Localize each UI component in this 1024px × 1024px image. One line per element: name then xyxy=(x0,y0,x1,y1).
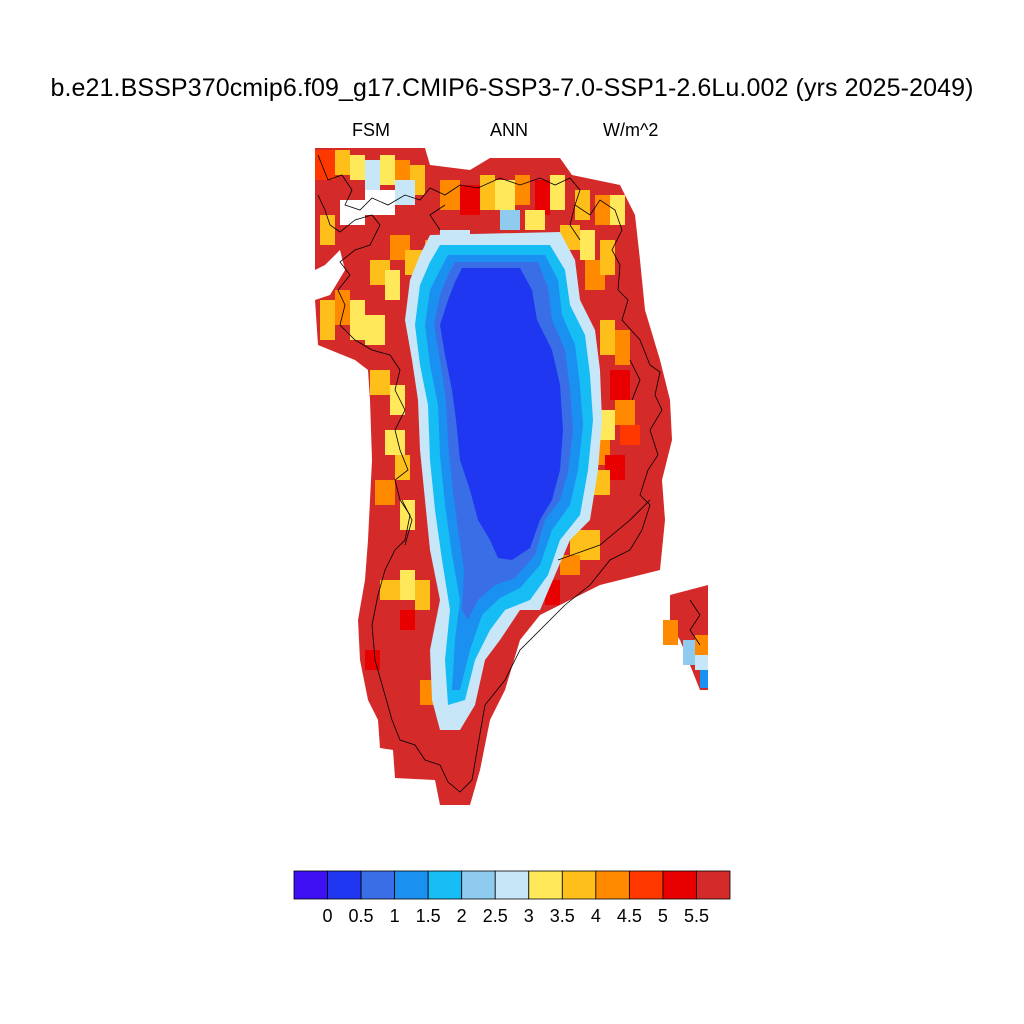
ice-core xyxy=(440,268,563,560)
east-fragment xyxy=(663,585,708,690)
colorbar-tick-label: 1.5 xyxy=(415,906,441,926)
colorbar-tick-label: 0 xyxy=(322,906,333,926)
colorbar-swatch xyxy=(394,870,429,900)
season-label: ANN xyxy=(490,120,529,140)
colorbar-swatch xyxy=(461,870,496,900)
colorbar xyxy=(293,870,731,900)
field-cells xyxy=(315,148,708,805)
colorbar-swatch xyxy=(327,870,362,900)
colorbar-tick-label: 5 xyxy=(657,906,668,926)
colorbar-swatch xyxy=(595,870,630,900)
colorbar-swatch xyxy=(360,870,396,900)
plot-title: b.e21.BSSP370cmip6.f09_g17.CMIP6-SSP3-7.… xyxy=(50,74,974,102)
colorbar-tick-label: 0.5 xyxy=(348,906,374,926)
colorbar-tick-label: 3.5 xyxy=(549,906,575,926)
colorbar-tick-label: 3 xyxy=(523,906,534,926)
coastline xyxy=(317,154,701,793)
colorbar-swatch xyxy=(696,870,731,900)
colorbar-tick-label: 2.5 xyxy=(482,906,508,926)
colorbar-swatch xyxy=(427,870,463,900)
colorbar-swatch xyxy=(662,870,697,900)
colorbar-swatch xyxy=(494,870,530,900)
colorbar-tick-label: 4 xyxy=(590,906,601,926)
colorbar-swatch xyxy=(561,870,597,900)
colorbar-swatch xyxy=(528,870,563,900)
variable-label: FSM xyxy=(352,120,390,140)
colorbar-tick-label: 1 xyxy=(389,906,400,926)
colorbar-tick-label: 5.5 xyxy=(683,906,709,926)
units-label: W/m^2 xyxy=(603,120,659,140)
colorbar-swatch xyxy=(628,870,664,900)
colorbar-tick-label: 2 xyxy=(456,906,467,926)
colorbar-swatch xyxy=(293,870,328,900)
colorbar-tick-label: 4.5 xyxy=(616,906,642,926)
